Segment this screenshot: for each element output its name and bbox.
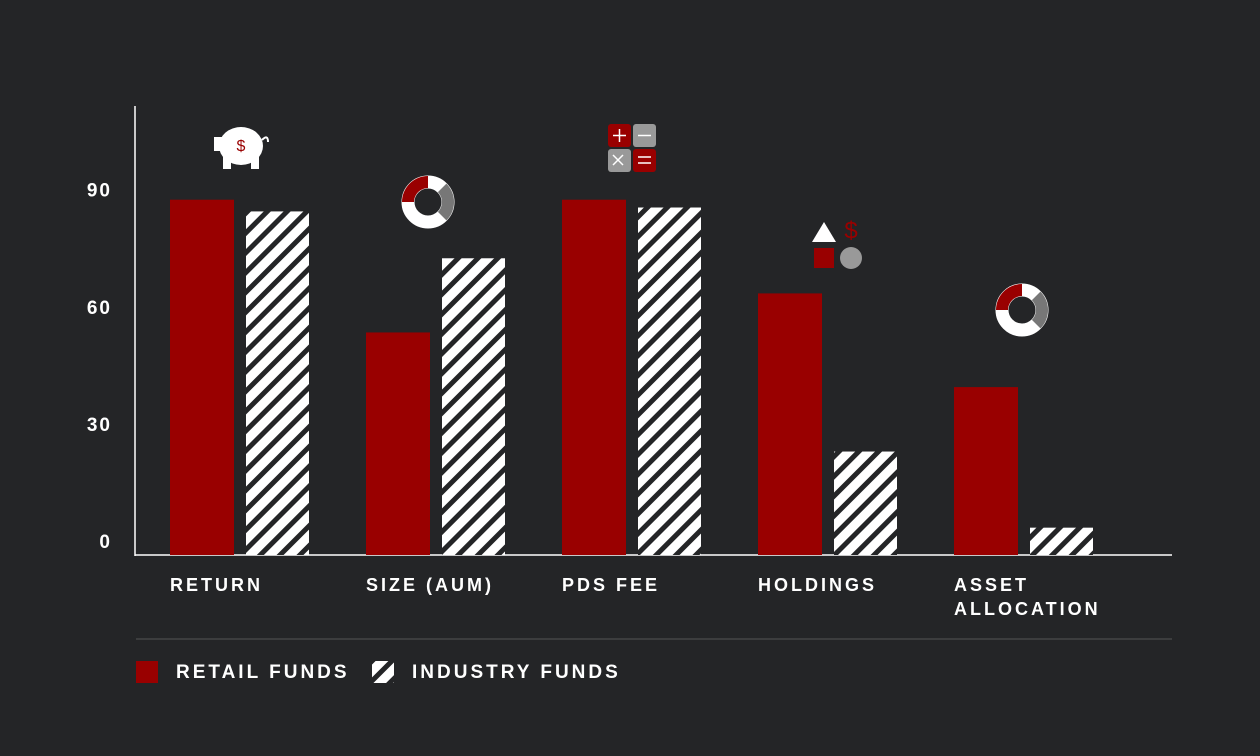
x-tick-label: RETURN: [170, 575, 263, 595]
piggy-bank-icon: $: [214, 127, 269, 169]
shapes-icon: $: [812, 217, 862, 269]
bar: [442, 258, 505, 555]
svg-text:$: $: [237, 138, 246, 155]
bar: [246, 211, 309, 555]
calculator-icon: [608, 124, 656, 172]
bar: [1030, 527, 1093, 555]
bar: [834, 451, 897, 555]
legend-label: RETAIL FUNDS: [176, 662, 350, 683]
legend-label: INDUSTRY FUNDS: [412, 662, 621, 683]
x-tick-label: HOLDINGS: [758, 575, 878, 595]
y-tick-label: 0: [99, 532, 112, 553]
bar: [954, 387, 1018, 555]
y-tick-label: 30: [87, 415, 112, 436]
bar: [366, 332, 430, 555]
legend-swatch: [136, 661, 158, 683]
y-tick-label: 60: [87, 298, 112, 319]
donut-icon: [995, 283, 1049, 337]
x-tick-label: ASSET ALLOCATION: [954, 575, 1101, 619]
bar: [638, 207, 701, 555]
y-tick-label: 90: [87, 181, 112, 202]
donut-icon: [401, 175, 455, 229]
bar: [562, 199, 626, 555]
svg-text:$: $: [844, 217, 857, 244]
legend-swatch: [372, 661, 394, 683]
x-tick-label: PDS FEE: [562, 575, 661, 595]
x-tick-label: SIZE (AUM): [366, 575, 494, 595]
bar: [170, 199, 234, 555]
bar: [758, 293, 822, 555]
